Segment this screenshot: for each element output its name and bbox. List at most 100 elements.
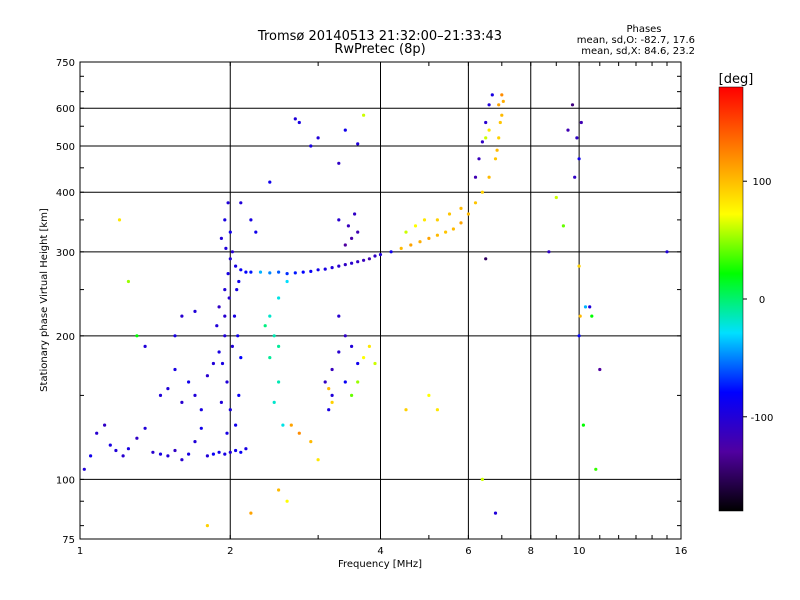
- data-point: [224, 246, 228, 250]
- data-point: [323, 380, 327, 384]
- x-tick-label: 6: [465, 546, 471, 557]
- x-tick-label: 10: [573, 546, 586, 557]
- data-point: [180, 458, 184, 462]
- data-point: [577, 334, 581, 338]
- data-point: [228, 450, 232, 454]
- data-point: [211, 361, 215, 366]
- data-point: [249, 270, 253, 274]
- data-point: [228, 408, 232, 412]
- data-point: [239, 201, 243, 205]
- data-point: [459, 221, 463, 225]
- data-point: [281, 423, 285, 427]
- data-point: [498, 120, 502, 125]
- data-point: [418, 240, 422, 244]
- data-point: [268, 314, 272, 318]
- data-point: [362, 258, 366, 262]
- data-point: [447, 212, 452, 216]
- data-point: [277, 270, 281, 274]
- data-point: [180, 314, 184, 318]
- data-point: [272, 400, 276, 404]
- data-point: [484, 136, 488, 140]
- data-point: [581, 423, 586, 427]
- y-axis-label: Stationary phase Virtual Height [km]: [39, 208, 50, 392]
- data-point: [554, 195, 558, 200]
- data-point: [239, 268, 243, 272]
- data-point: [350, 393, 354, 397]
- y-tick-label: 500: [56, 142, 75, 153]
- data-point: [309, 269, 313, 273]
- data-point: [409, 243, 413, 247]
- data-point: [151, 450, 155, 454]
- data-point: [220, 361, 225, 366]
- data-point: [249, 511, 253, 515]
- data-point: [244, 270, 248, 274]
- data-point: [487, 128, 491, 132]
- data-point: [404, 230, 408, 234]
- data-point: [187, 452, 191, 456]
- data-point: [234, 448, 238, 453]
- data-point: [268, 356, 272, 360]
- data-point: [173, 334, 177, 338]
- data-point: [330, 400, 334, 404]
- data-point: [422, 218, 427, 222]
- data-points: [82, 93, 669, 528]
- data-point: [480, 477, 484, 481]
- data-point: [277, 380, 281, 384]
- data-point: [427, 236, 431, 240]
- data-point: [277, 344, 281, 348]
- y-tick-label: 100: [56, 475, 75, 486]
- data-point: [367, 257, 371, 261]
- data-point: [285, 499, 289, 503]
- data-point: [588, 305, 592, 309]
- data-point: [561, 224, 566, 228]
- data-point: [598, 367, 602, 372]
- data-point: [228, 257, 232, 261]
- data-point: [223, 218, 227, 222]
- data-point: [254, 230, 258, 234]
- data-point: [285, 279, 289, 284]
- data-point: [473, 175, 478, 179]
- data-point: [219, 236, 223, 240]
- data-point: [367, 344, 371, 348]
- data-point: [236, 334, 240, 338]
- data-point: [205, 524, 209, 528]
- data-point: [362, 113, 366, 117]
- data-point: [566, 128, 570, 132]
- data-point: [373, 361, 377, 366]
- data-point: [95, 431, 99, 435]
- data-point: [495, 148, 499, 152]
- data-point: [487, 175, 491, 179]
- data-point: [158, 393, 163, 397]
- data-point: [199, 426, 203, 430]
- data-point: [413, 224, 418, 228]
- data-point: [268, 180, 272, 184]
- x-axis-label: Frequency [MHz]: [338, 559, 422, 570]
- data-point: [451, 227, 455, 231]
- data-point: [316, 136, 320, 140]
- data-point: [219, 400, 223, 404]
- data-point: [126, 279, 130, 284]
- data-point: [217, 305, 221, 309]
- data-point: [399, 246, 403, 250]
- data-point: [239, 356, 243, 360]
- data-point: [590, 314, 594, 318]
- data-point: [217, 450, 221, 454]
- stats-x: mean, sd,X: 84.6, 23.2: [581, 46, 695, 57]
- data-point: [575, 136, 579, 140]
- data-point: [289, 423, 293, 427]
- data-point: [249, 218, 253, 222]
- data-point: [327, 387, 331, 391]
- data-point: [121, 454, 125, 458]
- data-point: [578, 314, 582, 318]
- data-point: [230, 344, 234, 348]
- data-point: [343, 263, 347, 267]
- data-point: [173, 448, 177, 453]
- data-point: [435, 218, 439, 222]
- data-point: [228, 230, 232, 234]
- data-point: [579, 120, 583, 125]
- y-tick-label: 400: [56, 188, 75, 199]
- colorbar-tick-label: 100: [752, 177, 771, 188]
- colorbar-ticks: 100 0 -100: [743, 177, 773, 424]
- colorbar-tick-label: 0: [759, 295, 765, 306]
- data-point: [427, 393, 431, 397]
